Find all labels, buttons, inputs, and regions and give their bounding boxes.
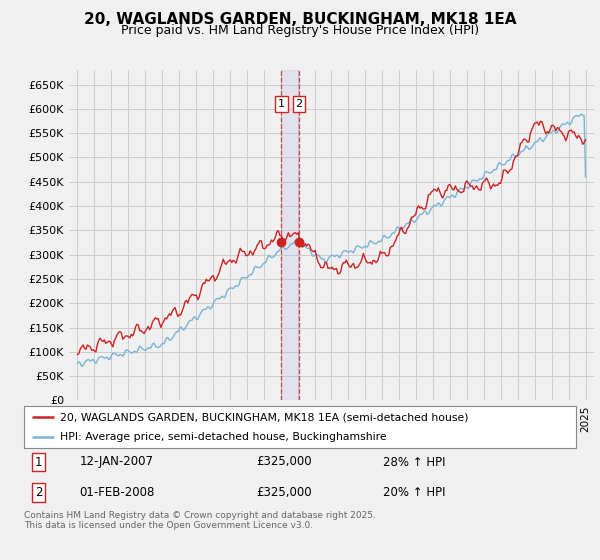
- Text: 1: 1: [35, 455, 43, 469]
- Text: 01-FEB-2008: 01-FEB-2008: [79, 486, 155, 500]
- Text: 20, WAGLANDS GARDEN, BUCKINGHAM, MK18 1EA (semi-detached house): 20, WAGLANDS GARDEN, BUCKINGHAM, MK18 1E…: [60, 412, 469, 422]
- Text: 1: 1: [278, 99, 285, 109]
- Text: 20, WAGLANDS GARDEN, BUCKINGHAM, MK18 1EA: 20, WAGLANDS GARDEN, BUCKINGHAM, MK18 1E…: [84, 12, 516, 27]
- Text: £325,000: £325,000: [256, 455, 311, 469]
- Bar: [281, 70, 299, 400]
- Text: Price paid vs. HM Land Registry's House Price Index (HPI): Price paid vs. HM Land Registry's House …: [121, 24, 479, 36]
- Text: £325,000: £325,000: [256, 486, 311, 500]
- Text: 12-JAN-2007: 12-JAN-2007: [79, 455, 153, 469]
- Text: 2: 2: [35, 486, 43, 500]
- Text: 20% ↑ HPI: 20% ↑ HPI: [383, 486, 445, 500]
- Text: HPI: Average price, semi-detached house, Buckinghamshire: HPI: Average price, semi-detached house,…: [60, 432, 386, 442]
- Text: 28% ↑ HPI: 28% ↑ HPI: [383, 455, 445, 469]
- Text: Contains HM Land Registry data © Crown copyright and database right 2025.
This d: Contains HM Land Registry data © Crown c…: [24, 511, 376, 530]
- Text: 2: 2: [296, 99, 303, 109]
